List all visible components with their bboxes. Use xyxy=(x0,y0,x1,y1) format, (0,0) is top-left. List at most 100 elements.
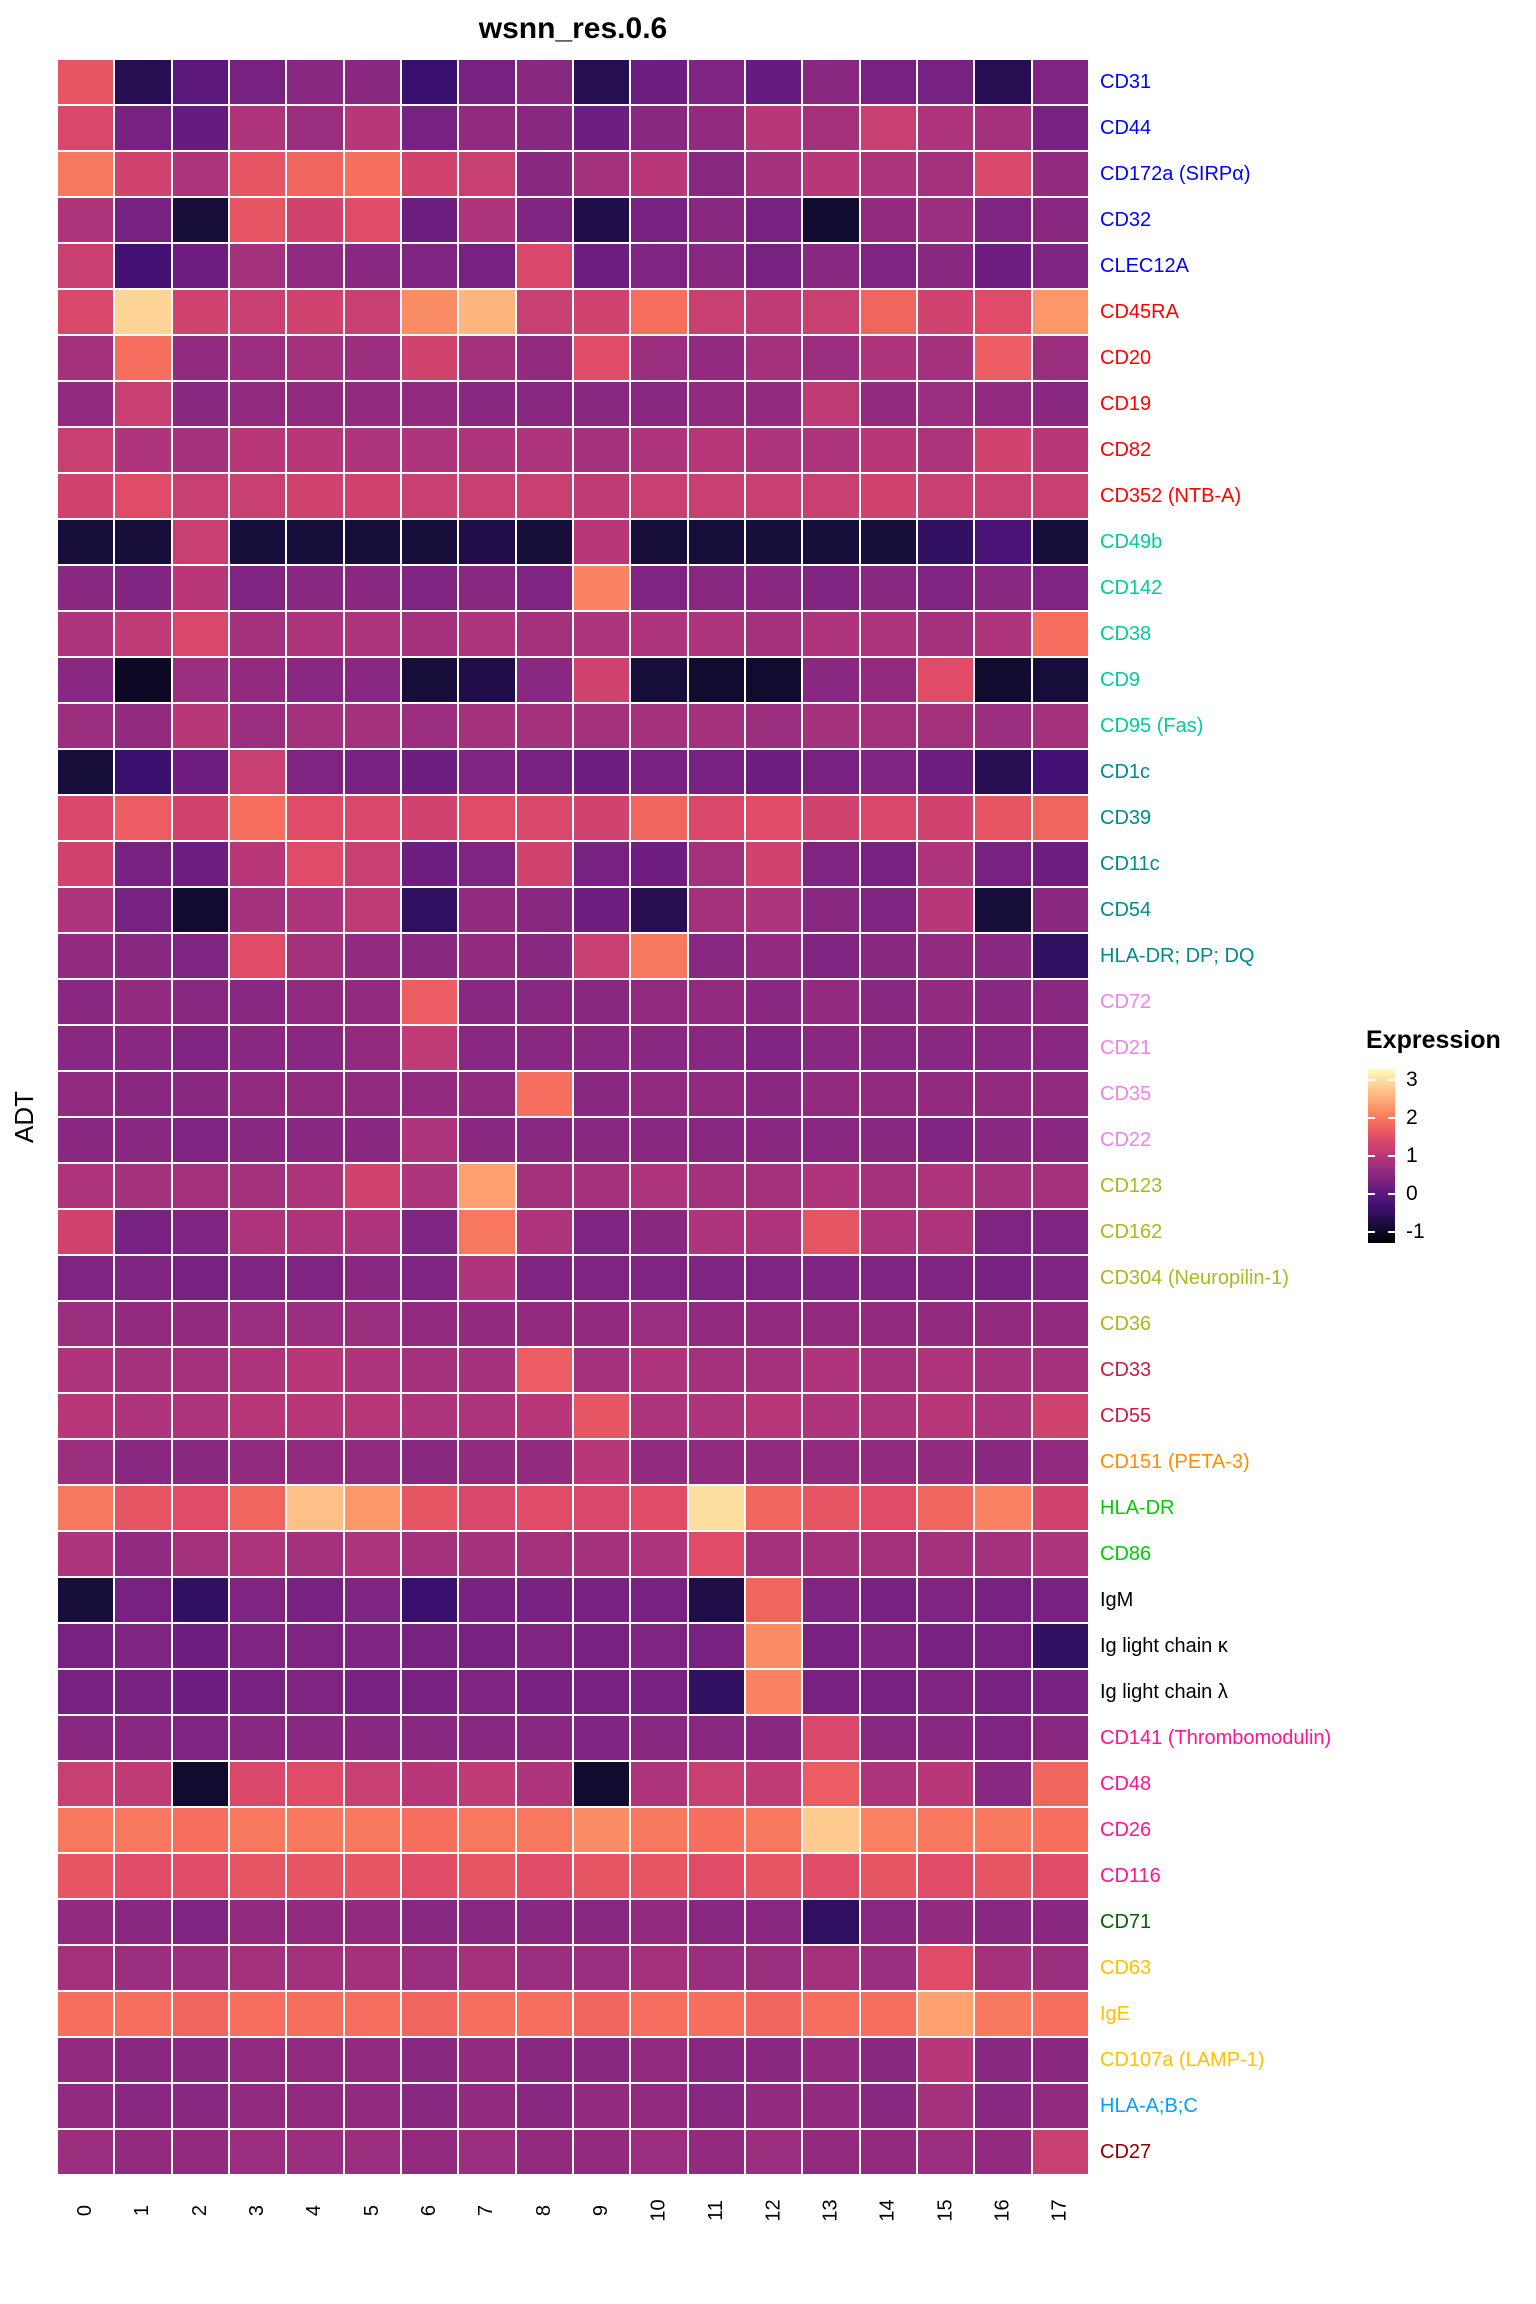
heatmap-cell xyxy=(860,796,916,840)
heatmap-cell xyxy=(803,1026,859,1070)
heatmap-cell xyxy=(860,2130,916,2174)
heatmap-cell xyxy=(229,106,286,150)
heatmap-cell xyxy=(401,1670,458,1714)
heatmap-cell xyxy=(860,1486,916,1530)
heatmap-cell xyxy=(516,1532,572,1576)
heatmap-cell xyxy=(745,1072,802,1116)
heatmap-cell xyxy=(229,980,286,1024)
heatmap-cell xyxy=(917,750,974,794)
heatmap-cell xyxy=(917,152,974,196)
heatmap-cell xyxy=(917,1210,974,1254)
row-label: HLA-DR; DP; DQ xyxy=(1100,944,1255,967)
heatmap-cell xyxy=(344,1946,400,1990)
row-label: CD33 xyxy=(1100,1358,1152,1381)
heatmap-cell xyxy=(172,888,228,932)
heatmap-cell xyxy=(115,1624,171,1668)
heatmap-cell xyxy=(459,1716,515,1760)
heatmap-cell xyxy=(745,1486,802,1530)
heatmap-cell xyxy=(917,382,974,426)
row-label: CD352 (NTB-A) xyxy=(1100,484,1242,507)
heatmap-cell xyxy=(688,888,744,932)
heatmap-cell xyxy=(516,1578,572,1622)
heatmap-cell xyxy=(344,1118,400,1162)
heatmap-cell xyxy=(631,336,687,380)
heatmap-cell xyxy=(401,1440,458,1484)
heatmap-cell xyxy=(573,520,630,564)
heatmap-cell xyxy=(344,1486,400,1530)
heatmap-cell xyxy=(803,382,859,426)
heatmap-cell xyxy=(344,1440,400,1484)
heatmap-cell xyxy=(229,612,286,656)
heatmap-cell xyxy=(401,1164,458,1208)
heatmap-cell xyxy=(860,244,916,288)
heatmap-cell xyxy=(516,1762,572,1806)
x-axis-tick: 1 xyxy=(115,2182,170,2238)
heatmap-cell xyxy=(917,336,974,380)
heatmap-cell xyxy=(631,1762,687,1806)
heatmap-cell xyxy=(459,60,515,104)
heatmap-cell xyxy=(459,1026,515,1070)
heatmap-cell xyxy=(287,1532,343,1576)
x-axis-tick: 6 xyxy=(402,2182,457,2238)
heatmap-cell xyxy=(115,796,171,840)
heatmap-cell xyxy=(287,1118,343,1162)
heatmap-cell xyxy=(573,1026,630,1070)
heatmap-cell xyxy=(115,1072,171,1116)
heatmap-cell xyxy=(631,658,687,702)
heatmap-cell xyxy=(115,1210,171,1254)
heatmap-cell xyxy=(573,1210,630,1254)
heatmap-cell xyxy=(401,750,458,794)
row-label: CD95 (Fas) xyxy=(1100,714,1204,737)
x-axis-tick-label: 0 xyxy=(74,2204,97,2216)
heatmap-cell xyxy=(58,152,114,196)
heatmap-cell xyxy=(459,612,515,656)
x-axis-tick-label: 10 xyxy=(647,2198,670,2222)
heatmap-cell xyxy=(860,1118,916,1162)
heatmap-cell xyxy=(745,106,802,150)
heatmap-cell xyxy=(1032,1164,1088,1208)
heatmap-cell xyxy=(287,1026,343,1070)
heatmap-cell xyxy=(573,1946,630,1990)
heatmap-cell xyxy=(344,152,400,196)
legend-tick-label: 1 xyxy=(1406,1144,1418,1167)
heatmap-cell xyxy=(516,1808,572,1852)
heatmap-cell xyxy=(58,1118,114,1162)
heatmap-cell xyxy=(573,2038,630,2082)
heatmap-cell xyxy=(287,520,343,564)
heatmap-cell xyxy=(803,336,859,380)
heatmap-cell xyxy=(745,1118,802,1162)
heatmap-cell xyxy=(287,658,343,702)
heatmap-cell xyxy=(1032,1026,1088,1070)
heatmap-cell xyxy=(401,980,458,1024)
x-axis-tick: 13 xyxy=(803,2182,858,2238)
heatmap-cell xyxy=(516,1302,572,1346)
heatmap-cell xyxy=(172,658,228,702)
heatmap-cell xyxy=(172,1486,228,1530)
heatmap-cell xyxy=(860,1026,916,1070)
heatmap-cell xyxy=(745,2130,802,2174)
x-axis-tick-label: 12 xyxy=(762,2198,785,2222)
row-label: CD123 xyxy=(1100,1174,1163,1197)
heatmap-cell xyxy=(975,2130,1031,2174)
heatmap-cell xyxy=(1032,704,1088,748)
heatmap-cell xyxy=(917,1532,974,1576)
row-label: CD172a (SIRPα) xyxy=(1100,162,1251,185)
row-label: Ig light chain κ xyxy=(1100,1634,1228,1657)
y-axis-label-text: ADT xyxy=(8,1091,39,1143)
heatmap-cell xyxy=(631,796,687,840)
heatmap-cell xyxy=(58,1302,114,1346)
heatmap-cell xyxy=(459,1762,515,1806)
heatmap-cell xyxy=(229,1578,286,1622)
heatmap-cell xyxy=(803,1164,859,1208)
heatmap-cell xyxy=(573,244,630,288)
heatmap-cell xyxy=(287,1440,343,1484)
heatmap-cell xyxy=(688,1900,744,1944)
row-label: CD55 xyxy=(1100,1404,1152,1427)
heatmap-cell xyxy=(115,1716,171,1760)
heatmap-cell xyxy=(688,704,744,748)
heatmap-cell xyxy=(172,1164,228,1208)
heatmap-cell xyxy=(58,1026,114,1070)
heatmap-cell xyxy=(58,658,114,702)
row-label: Ig light chain λ xyxy=(1100,1680,1228,1703)
